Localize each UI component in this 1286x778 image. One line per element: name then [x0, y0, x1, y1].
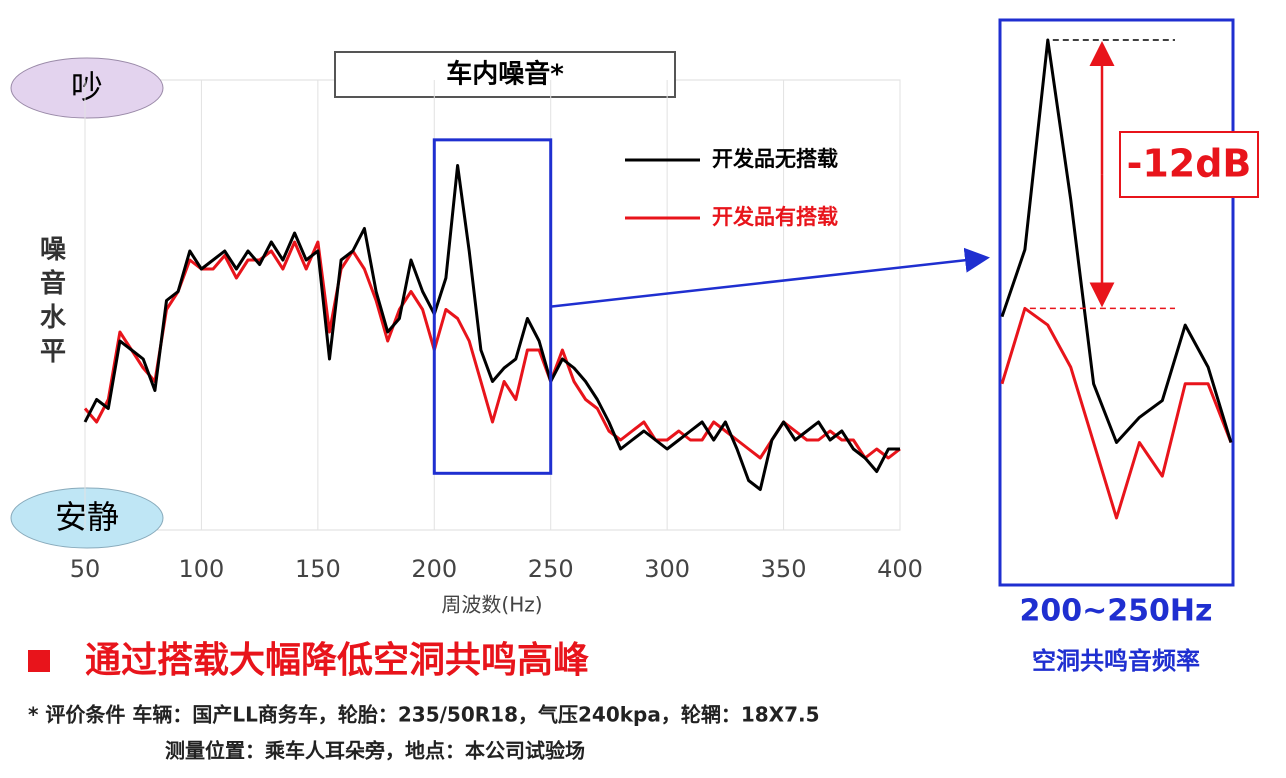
y-axis-label: 噪音水平 — [36, 235, 66, 371]
conclusion: 通过搭载大幅降低空洞共鸣高峰 — [85, 640, 589, 681]
note: * 评价条件 车辆：国产LL商务车，轮胎：235/50R18，气压240kpa，… — [28, 703, 820, 727]
loud-badge — [10, 57, 164, 119]
x-tick-label: 300 — [644, 555, 690, 583]
zoom-connector — [550, 247, 990, 308]
x-tick-label: 250 — [528, 555, 574, 583]
loud-label: 吵 — [71, 68, 103, 106]
series-line — [83, 164, 900, 491]
chart-title: 车内噪音* — [446, 59, 564, 90]
series-line — [1000, 306, 1233, 520]
series-line — [1000, 38, 1233, 444]
legend-label: 开发品有搭载 — [712, 205, 838, 229]
x-tick-label: 150 — [295, 555, 341, 583]
title-box — [334, 51, 676, 98]
x-tick-label: 50 — [70, 555, 101, 583]
legend-label: 开发品无搭载 — [712, 147, 838, 171]
x-axis-label: 周波数(Hz) — [441, 593, 542, 617]
bullet — [28, 650, 50, 672]
quiet-badge — [10, 487, 164, 549]
series-line — [83, 240, 901, 460]
x-tick-label: 100 — [179, 555, 225, 583]
note: 测量位置：乘车人耳朵旁，地点：本公司试验场 — [165, 739, 585, 763]
x-tick-label: 350 — [761, 555, 807, 583]
inset-label: 200~250Hz — [1020, 594, 1213, 629]
x-tick-label: 200 — [411, 555, 457, 583]
x-tick-label: 400 — [877, 555, 923, 583]
inset-caption: 空洞共鸣音频率 — [1032, 647, 1200, 675]
annotation-box — [1119, 131, 1259, 198]
inset-frame — [998, 18, 1235, 587]
annotation: -12dB — [1127, 142, 1252, 186]
quiet-label: 安静 — [55, 498, 119, 536]
